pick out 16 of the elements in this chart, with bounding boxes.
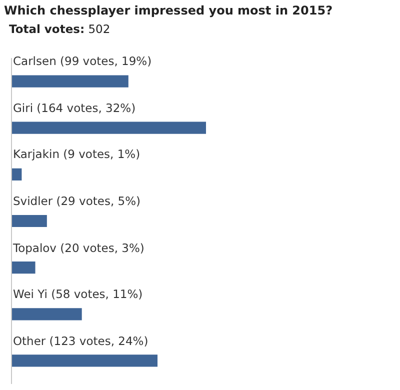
bar — [12, 122, 206, 134]
y-tick-label: Giri (164 votes, 32%) — [13, 100, 136, 115]
y-tick-label: Wei Yi (58 votes, 11%) — [13, 287, 143, 302]
y-tick-label: Topalov (20 votes, 3%) — [13, 240, 144, 255]
y-tick-label: Carlsen (99 votes, 19%) — [13, 54, 152, 68]
chart-title: Which chessplayer impressed you most in 2015? — [4, 3, 333, 18]
y-tick-label: Svidler (29 votes, 5%) — [13, 194, 140, 208]
bar — [12, 262, 36, 274]
y-tick-label: Karjakin (9 votes, 1%) — [13, 147, 140, 162]
chart-subtitle: Total votes: 502 — [9, 22, 110, 36]
bar — [12, 308, 82, 320]
bar — [12, 75, 128, 88]
bar — [12, 354, 158, 367]
bar — [12, 214, 47, 228]
y-tick-label: Other (123 votes, 24%) — [13, 334, 148, 348]
bar — [12, 168, 22, 180]
